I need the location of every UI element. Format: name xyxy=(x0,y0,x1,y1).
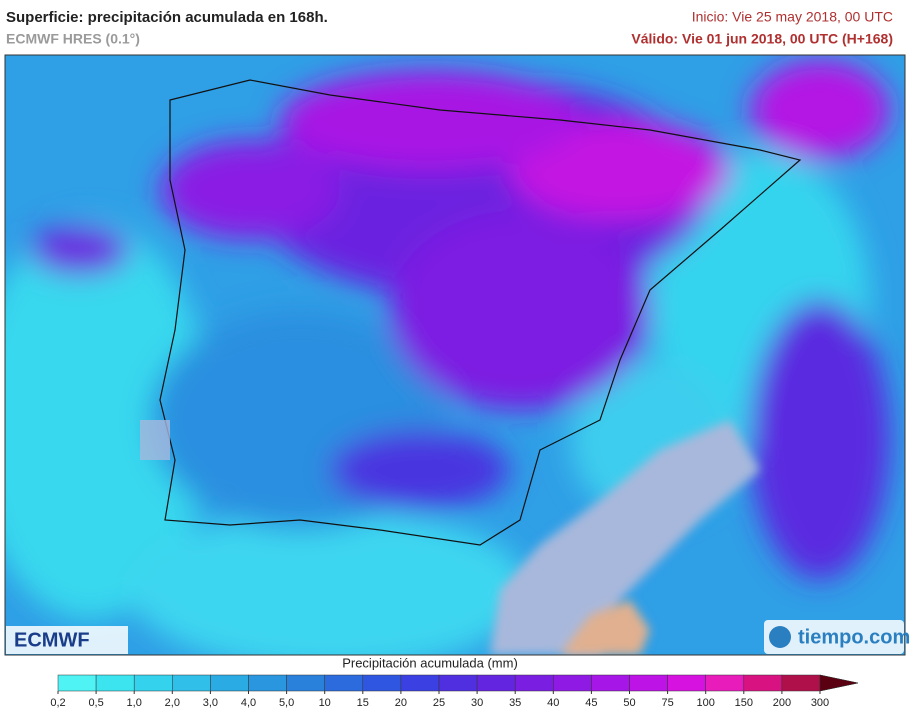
colorbar-box xyxy=(781,674,821,692)
colorbar-tick-label: 150 xyxy=(735,697,753,709)
colorbar-tick-label: 0,2 xyxy=(50,697,65,709)
coastline xyxy=(159,79,802,546)
colorbar-tick-label: 45 xyxy=(585,697,597,709)
colorbar-tick-label: 200 xyxy=(773,697,791,709)
colorbar-box xyxy=(400,674,440,692)
colorbar-box xyxy=(667,674,706,692)
colorbar-tick-label: 20 xyxy=(395,697,407,709)
colorbar-box xyxy=(514,674,554,692)
tiempo-logo: tiempo.com xyxy=(764,620,910,654)
colorbar-box xyxy=(705,674,745,692)
title: Superficie: precipitación acumulada en 1… xyxy=(6,9,328,26)
colorbar-box xyxy=(629,674,668,692)
colorbar-box xyxy=(591,674,630,692)
colorbar-tick-label: 25 xyxy=(433,697,445,709)
colorbar-box xyxy=(286,674,325,692)
colorbar-box xyxy=(553,674,592,692)
africa-coast xyxy=(560,600,650,655)
colorbar-tick-label: 15 xyxy=(357,697,369,709)
colorbar-box xyxy=(743,674,783,692)
valid-time: Válido: Vie 01 jun 2018, 00 UTC (H+168) xyxy=(631,31,893,47)
map xyxy=(5,55,905,655)
colorbar-box xyxy=(210,674,249,692)
colorbar: 0,2 0,5 1,0 2,0 3,0 4,0 5,0 10 15 20 25 30 35 40 45 50 7… xyxy=(50,674,859,709)
colorbar-tick-label: 100 xyxy=(697,697,715,709)
colorbar-tick-label: 75 xyxy=(661,697,673,709)
colorbar-tick-label: 40 xyxy=(547,697,559,709)
colorbar-tick-label: 35 xyxy=(509,697,521,709)
colorbar-box xyxy=(172,674,211,692)
colorbar-tick-label: 30 xyxy=(471,697,483,709)
legend-title: Precipitación acumulada (mm) xyxy=(342,655,518,670)
colorbar-tick-label: 300 xyxy=(811,697,829,709)
sea-no-data xyxy=(490,420,760,655)
init-time: Inicio: Vie 25 may 2018, 00 UTC xyxy=(692,9,893,25)
colorbar-tick-label: 1,0 xyxy=(127,697,142,709)
colorbar-box xyxy=(95,674,135,692)
tiempo-text: tiempo.com xyxy=(798,626,910,648)
map-frame xyxy=(4,54,906,656)
colorbar-box xyxy=(362,674,402,692)
colorbar-box xyxy=(476,674,516,692)
sea-no-data xyxy=(140,420,170,460)
colorbar-box xyxy=(324,674,364,692)
colorbar-box xyxy=(57,674,97,692)
ecmwf-logo: ECMWF xyxy=(6,626,128,654)
model: ECMWF HRES (0.1°) xyxy=(6,31,140,47)
colorbar-box xyxy=(248,674,287,692)
colorbar-tick-label: 3,0 xyxy=(203,697,218,709)
colorbar-tick-label: 10 xyxy=(319,697,331,709)
colorbar-box xyxy=(438,674,478,692)
colorbar-tick-label: 50 xyxy=(623,697,635,709)
colorbar-box xyxy=(133,674,173,692)
colorbar-tick-label: 0,5 xyxy=(88,697,103,709)
colorbar-tick-label: 2,0 xyxy=(165,697,180,709)
colorbar-tick-label: 4,0 xyxy=(241,697,256,709)
colorbar-arrow xyxy=(819,674,859,692)
ecmwf-text: ECMWF xyxy=(14,629,90,651)
colorbar-tick-label: 5,0 xyxy=(279,697,294,709)
